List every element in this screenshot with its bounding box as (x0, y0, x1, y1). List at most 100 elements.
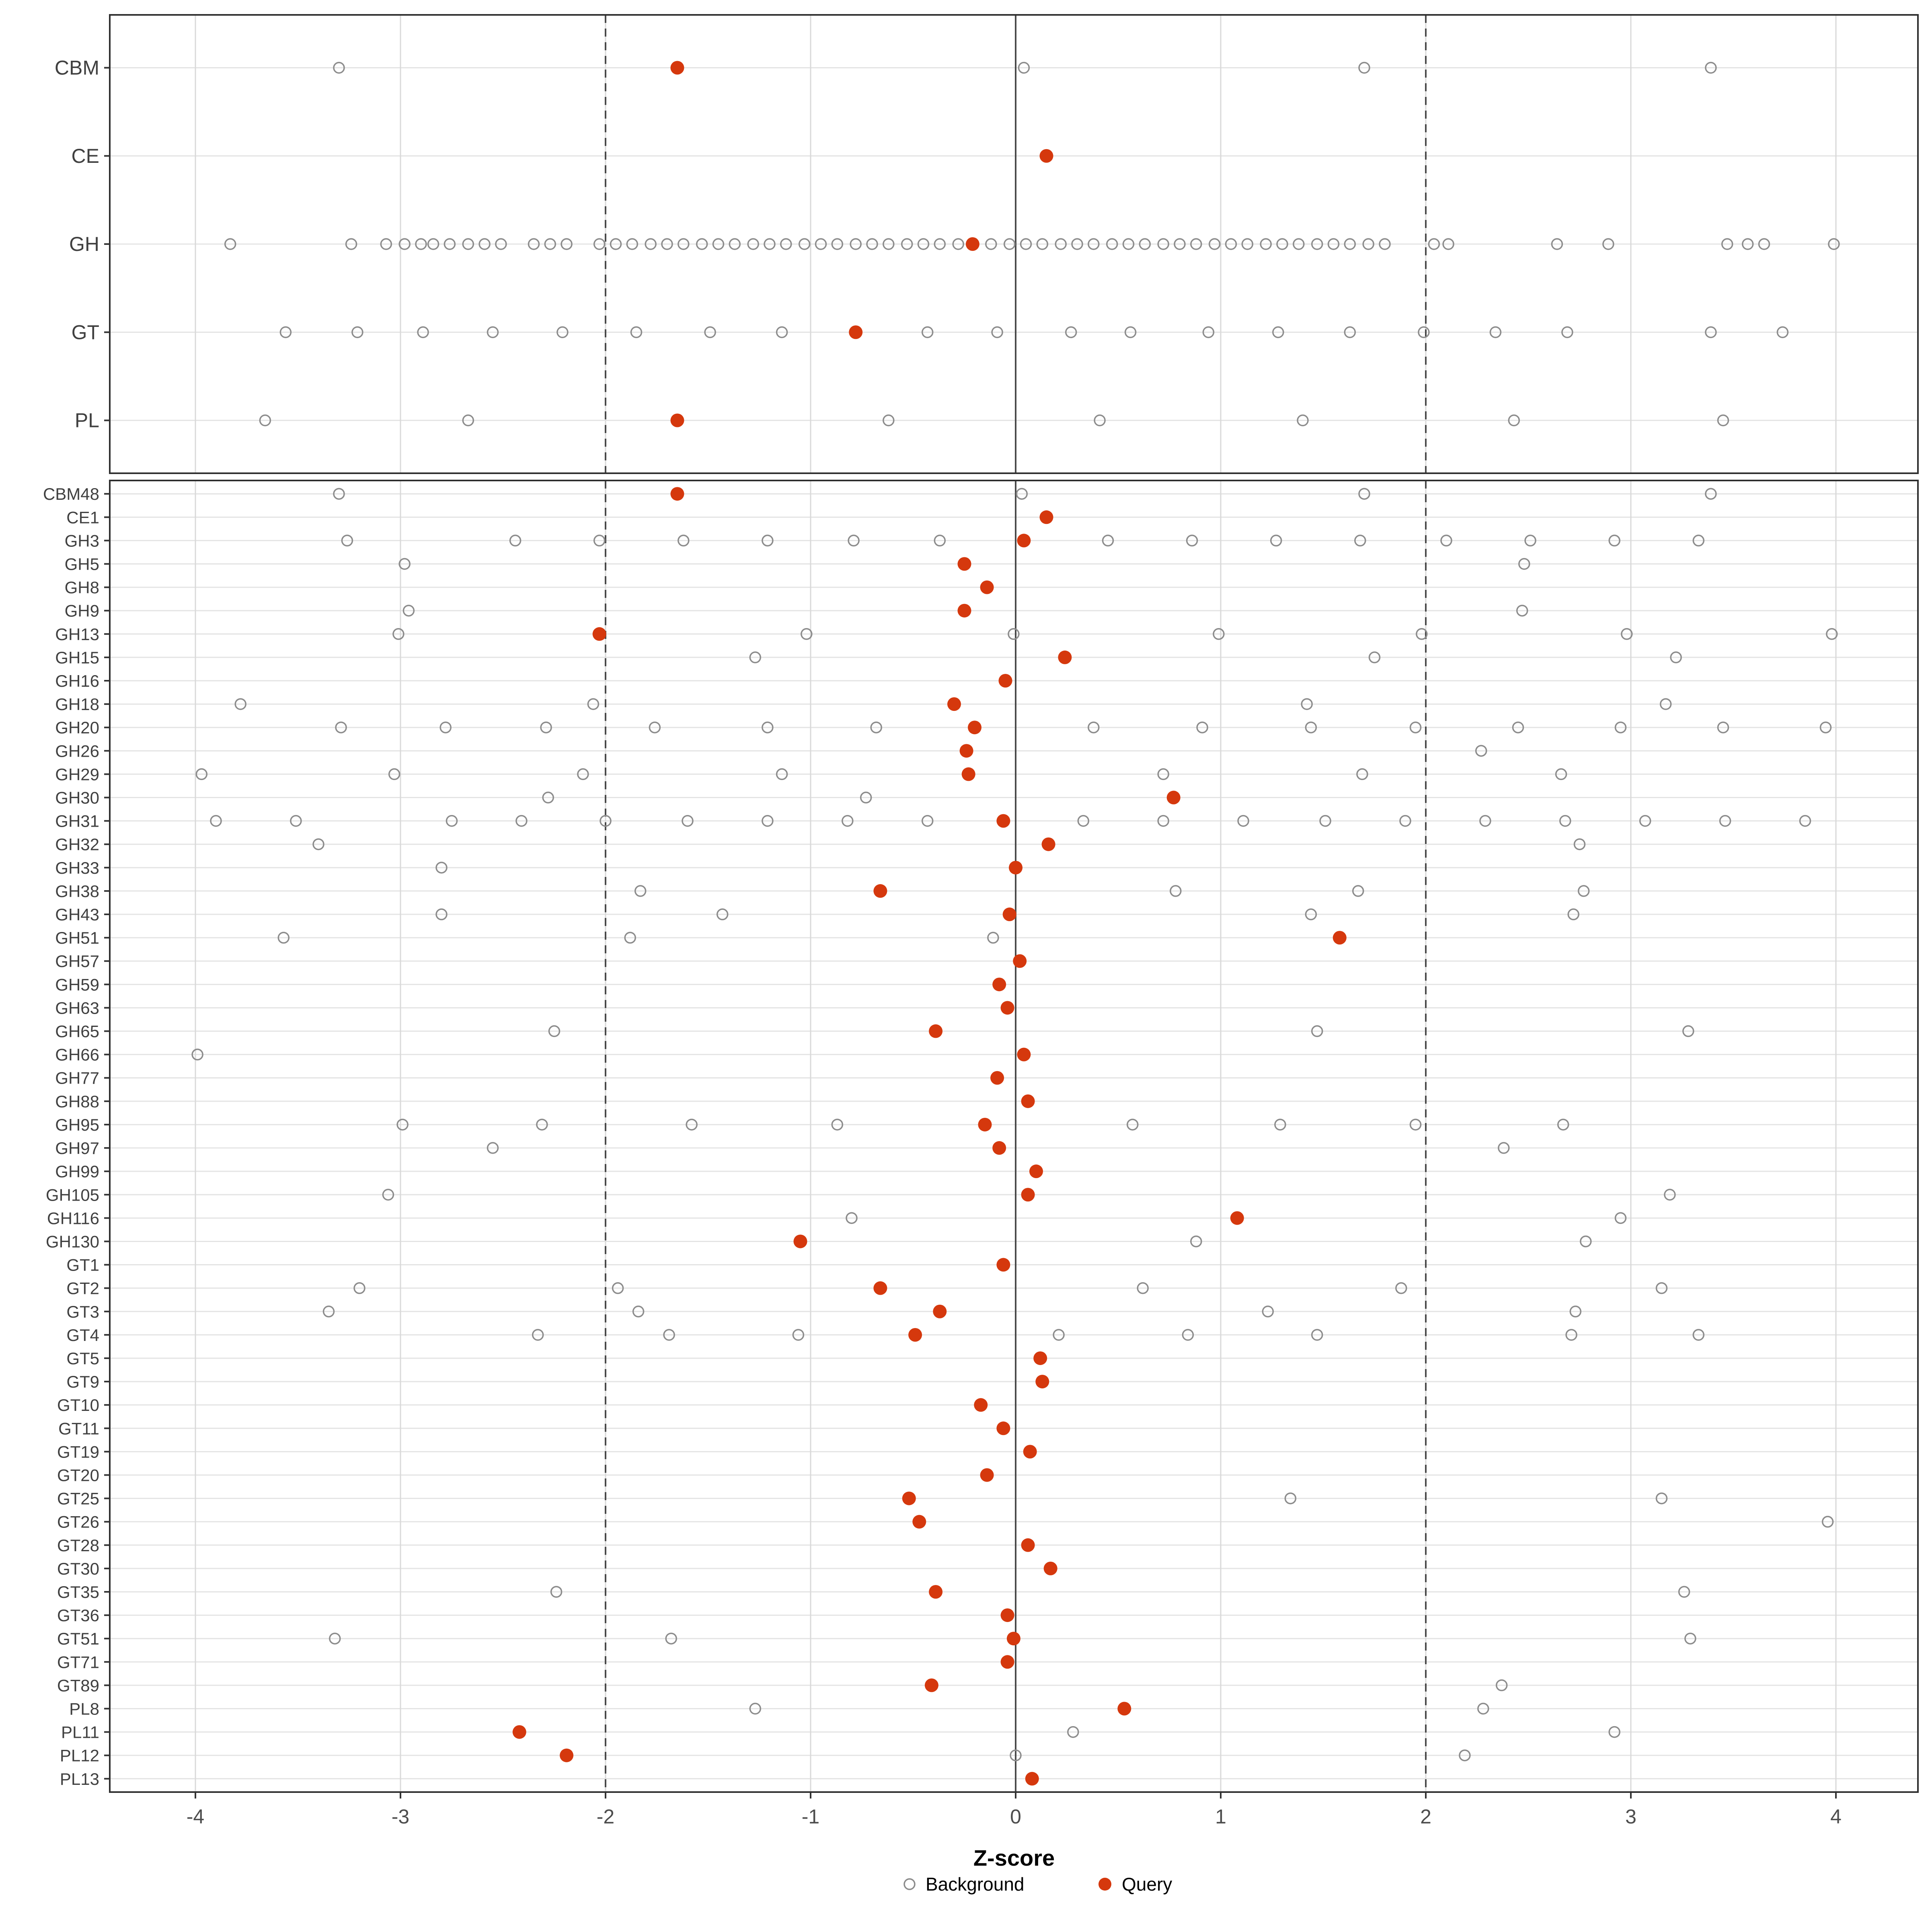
background-dot (478, 238, 491, 250)
background-dot (780, 238, 792, 250)
background-dot (987, 932, 999, 944)
background-dot (883, 414, 895, 427)
background-dot (1124, 326, 1137, 338)
background-dot (279, 326, 292, 338)
background-dot (762, 534, 774, 547)
background-dot (630, 326, 643, 338)
background-dot (1088, 721, 1100, 733)
background-dot (1186, 534, 1198, 547)
background-dot (1442, 238, 1454, 250)
background-dot (439, 721, 452, 733)
x-tick-label: 1 (1215, 1805, 1226, 1828)
background-dot (1395, 1282, 1407, 1294)
background-dot (1567, 908, 1579, 920)
x-tick-label: -3 (392, 1805, 409, 1828)
query-dot (1230, 1211, 1244, 1225)
background-dot (729, 238, 741, 250)
background-dot (1241, 238, 1254, 250)
background-dot (548, 1025, 561, 1037)
background-dot (792, 1329, 805, 1341)
background-dot (1508, 414, 1520, 427)
background-dot (224, 238, 236, 250)
y-tick-label-PL11: PL11 (61, 1723, 99, 1742)
background-dot (446, 815, 458, 827)
background-dot (1498, 1142, 1510, 1154)
background-dot (382, 1189, 394, 1201)
background-dot (1126, 1119, 1139, 1131)
background-dot (398, 558, 411, 570)
background-dot (762, 721, 774, 733)
y-tick-label-GT: GT (72, 321, 99, 343)
query-dot (1058, 650, 1072, 664)
y-tick-label-GT28: GT28 (57, 1536, 99, 1555)
query-dot (968, 721, 981, 735)
query-dot (957, 604, 971, 618)
y-tick-label-PL12: PL12 (60, 1746, 99, 1765)
y-tick-label-GT30: GT30 (57, 1559, 99, 1578)
background-dot (1311, 238, 1323, 250)
background-dot (1678, 1586, 1690, 1598)
background-dot (351, 326, 363, 338)
background-dot (435, 862, 448, 874)
y-tick-label-GH8: GH8 (65, 578, 99, 597)
y-tick-label-GH59: GH59 (55, 975, 99, 994)
y-tick-label-GH9: GH9 (65, 602, 99, 620)
background-dot (1008, 628, 1020, 640)
background-dot (1719, 815, 1731, 827)
background-dot (866, 238, 878, 250)
background-dot (544, 238, 556, 250)
background-dot (764, 238, 776, 250)
legend: Background Query (903, 1874, 1172, 1895)
query-dot (670, 487, 684, 501)
background-dot (1344, 326, 1356, 338)
background-dot (1418, 326, 1430, 338)
background-dot (1067, 1726, 1079, 1738)
background-dot (1614, 1212, 1627, 1224)
query-dot (560, 1748, 574, 1762)
background-dot (776, 768, 788, 780)
panels: CBM CE GH GT PL CBM48 CE1 GH3 GH5 GH8 GH9 GH13 GH15 G… (43, 14, 1919, 1793)
background-dot (1368, 651, 1381, 663)
query-dot (978, 1117, 992, 1131)
panel-cazyme-classes: CBM CE GH GT PL (55, 14, 1919, 474)
query-dot (980, 580, 994, 594)
background-dot (487, 1142, 499, 1154)
y-tick-label-GH88: GH88 (55, 1092, 99, 1111)
query-dot (965, 237, 979, 251)
background-dot (1213, 628, 1225, 640)
background-dot (1137, 1282, 1149, 1294)
background-dot (634, 885, 647, 897)
background-dot (1428, 238, 1440, 250)
background-dot (1561, 326, 1573, 338)
background-dot (312, 838, 324, 850)
background-dot (1003, 238, 1016, 250)
background-dot (749, 651, 762, 663)
background-dot (515, 815, 528, 827)
background-dot (402, 604, 415, 617)
background-dot (1516, 604, 1528, 617)
query-dot (592, 627, 606, 641)
background-dot (1020, 238, 1032, 250)
query-dot (1000, 1001, 1014, 1015)
background-dot (678, 238, 690, 250)
y-tick-label-GH: GH (69, 233, 99, 255)
background-dot (191, 1048, 203, 1061)
background-dot (1358, 62, 1370, 74)
background-dot (1088, 238, 1100, 250)
background-dot (848, 534, 860, 547)
query-dot (873, 1281, 887, 1295)
background-dot (1409, 1119, 1422, 1131)
background-dot (632, 1306, 645, 1318)
background-dot (536, 1119, 548, 1131)
background-dot (415, 238, 427, 250)
query-dot (670, 413, 684, 427)
x-tick-label: 3 (1625, 1805, 1636, 1828)
background-dot (801, 628, 813, 640)
background-dot (1174, 238, 1186, 250)
y-tick-label-GT26: GT26 (57, 1513, 99, 1532)
background-dot (776, 326, 788, 338)
background-dot (277, 932, 290, 944)
background-dot (1684, 1632, 1696, 1645)
background-dot (1569, 1306, 1582, 1318)
